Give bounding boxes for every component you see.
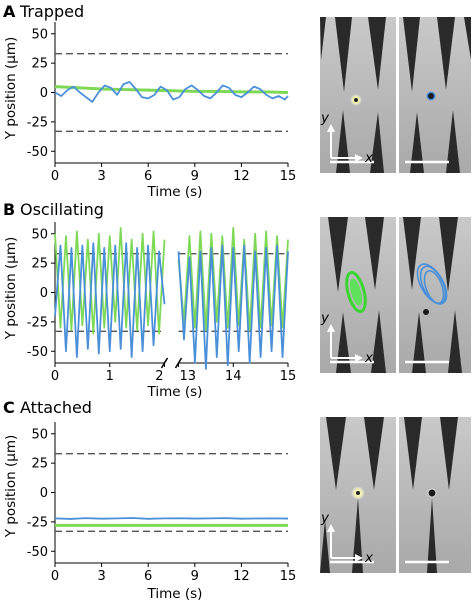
blue-series-line	[54, 517, 289, 520]
x-tick-label: 0	[51, 369, 59, 384]
x-tick-label: 3	[97, 569, 105, 584]
panel-label-a: A	[3, 2, 16, 21]
axis-y-letter: y	[320, 510, 330, 526]
y-tick-label: -25	[27, 115, 48, 130]
y-axis-label-a: Y position (μm)	[3, 37, 19, 141]
y-tick-label: 0	[40, 486, 48, 501]
micrograph-b-right	[399, 217, 471, 373]
y-tick-label: 25	[31, 457, 48, 472]
blue-series-line	[177, 244, 289, 370]
y-tick-label: -50	[27, 145, 48, 160]
panel-label-b: B	[3, 200, 15, 219]
panel-title-b: Oscillating	[20, 200, 104, 219]
x-axis-label-a: Time (s)	[147, 184, 203, 200]
y-axis-label-c: Y position (μm)	[3, 435, 19, 539]
micrograph-a-left: y x	[320, 17, 396, 173]
x-tick-label: 3	[97, 169, 105, 184]
xy-axes-indicator: y x	[320, 310, 374, 366]
green-series-line	[177, 226, 289, 332]
x-tick-label: 15	[280, 169, 297, 184]
x-tick-label: 0	[51, 569, 59, 584]
x-tick-label: 1	[106, 369, 114, 384]
blue-series-line	[54, 242, 166, 359]
x-tick-label: 15	[280, 369, 297, 384]
y-tick-label: -50	[27, 345, 48, 360]
blue-trajectory-overlay	[416, 263, 448, 305]
x-tick-label: 12	[233, 569, 250, 584]
xy-axes-indicator: y x	[320, 510, 374, 566]
green-trajectory-overlay	[345, 271, 367, 313]
x-tick-label: 0	[51, 169, 59, 184]
panel-title-c: Attached	[20, 398, 92, 417]
y-tick-label: 50	[31, 427, 48, 442]
y-tick-label: -25	[27, 515, 48, 530]
x-tick-label: 6	[144, 169, 152, 184]
x-tick-label: 9	[191, 569, 199, 584]
axis-x-letter: x	[364, 550, 374, 566]
x-tick-label: 12	[233, 169, 250, 184]
y-tick-label: 25	[31, 57, 48, 72]
y-tick-label: 0	[40, 286, 48, 301]
x-axis-label-c: Time (s)	[147, 586, 203, 600]
micrograph-c-right	[399, 417, 471, 573]
micrograph-a-right	[399, 17, 471, 173]
axis-y-letter: y	[320, 310, 330, 326]
panel-label-c: C	[3, 398, 15, 417]
y-tick-label: -50	[27, 545, 48, 560]
y-tick-label: 0	[40, 86, 48, 101]
micrograph-c-left: y x	[320, 417, 396, 573]
x-tick-label: 15	[280, 569, 297, 584]
x-tick-label: 6	[144, 569, 152, 584]
panel-title-a: Trapped	[19, 2, 84, 21]
micrograph-b-left: y x	[320, 217, 396, 373]
y-tick-label: 50	[31, 227, 48, 242]
axis-y-letter: y	[320, 110, 330, 126]
y-tick-label: -25	[27, 315, 48, 330]
green-series-line	[54, 226, 166, 335]
axis-x-letter: x	[364, 350, 374, 366]
x-tick-label: 13	[180, 369, 197, 384]
y-tick-label: 25	[31, 257, 48, 272]
y-axis-label-b: Y position (μm)	[3, 237, 19, 341]
x-axis-label-b: Time (s)	[147, 384, 203, 400]
xy-axes-indicator: y x	[320, 110, 374, 166]
y-tick-label: 50	[31, 27, 48, 42]
blue-series-line	[54, 81, 289, 103]
x-tick-label: 14	[225, 369, 242, 384]
axis-x-letter: x	[364, 150, 374, 166]
x-tick-label: 2	[155, 369, 163, 384]
x-tick-label: 9	[191, 169, 199, 184]
